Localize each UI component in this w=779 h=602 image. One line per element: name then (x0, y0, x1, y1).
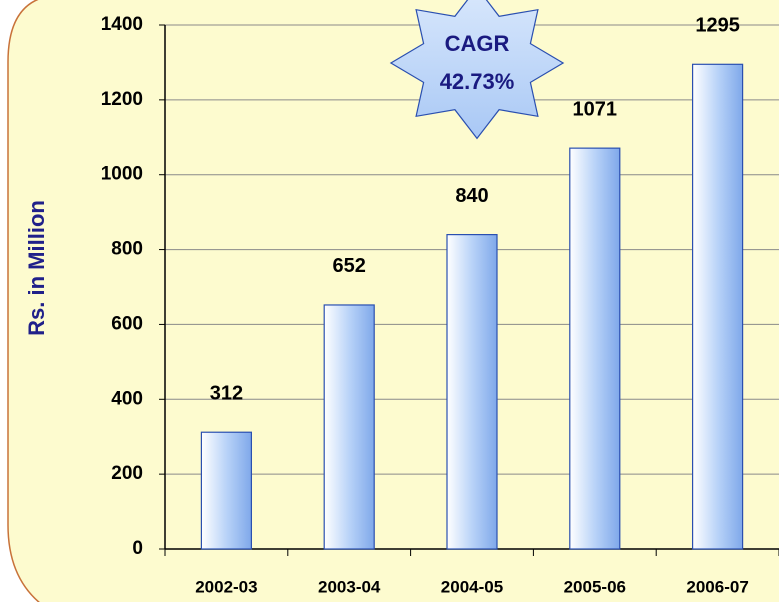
value-label: 1295 (695, 15, 740, 37)
x-tick-label: 2005-06 (564, 577, 626, 596)
bar (446, 234, 498, 550)
y-tick-label: 1000 (101, 164, 143, 185)
x-tick-label: 2002-03 (195, 577, 257, 596)
y-tick-label: 400 (111, 388, 143, 409)
y-tick-label: 600 (111, 313, 143, 334)
value-label: 652 (333, 255, 366, 277)
annotation-text: 42.73% (440, 69, 515, 94)
value-label: 840 (455, 185, 488, 207)
value-label: 1071 (573, 98, 618, 120)
bar (200, 431, 252, 550)
annotation-star (389, 0, 565, 140)
y-tick-label: 1400 (101, 14, 143, 35)
bar (691, 63, 744, 550)
bar (569, 147, 621, 550)
y-tick-label: 800 (111, 239, 143, 260)
value-label: 312 (210, 383, 243, 405)
y-tick-label: 200 (111, 463, 143, 484)
y-tick-label: 0 (132, 538, 143, 559)
x-tick-label: 2003-04 (318, 577, 381, 596)
x-tick-label: 2006-07 (686, 577, 748, 596)
x-tick-label: 2004-05 (441, 577, 503, 596)
annotation-text: CAGR (445, 31, 510, 56)
bar (323, 304, 375, 550)
y-tick-label: 1200 (101, 89, 143, 110)
y-axis-label: Rs. in Million (24, 200, 49, 336)
